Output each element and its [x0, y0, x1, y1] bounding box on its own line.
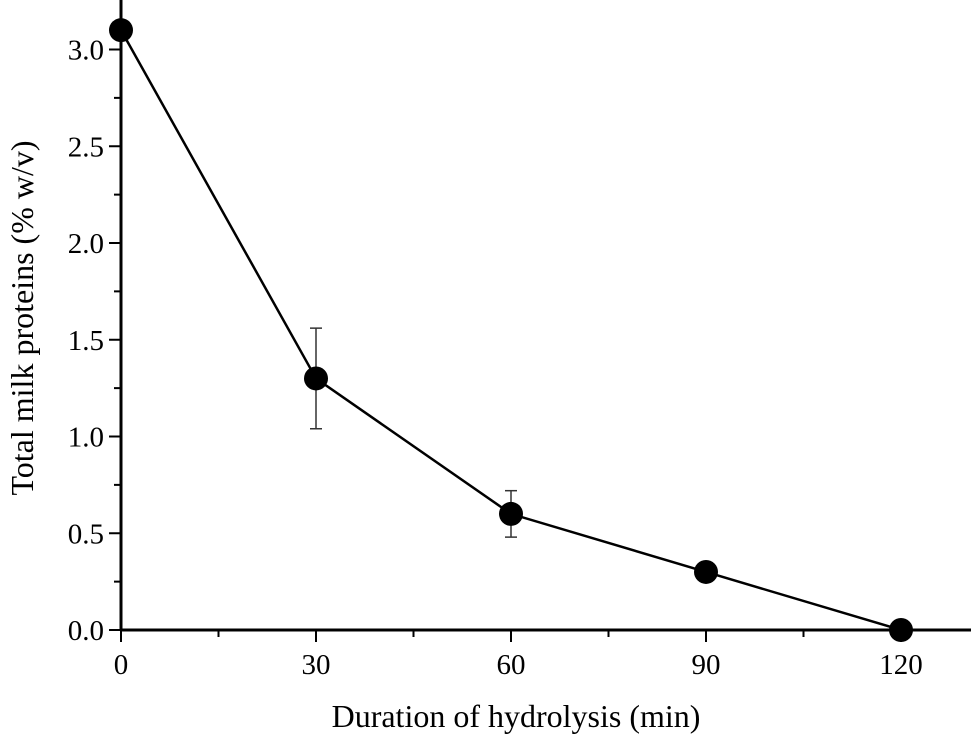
- data-point: [889, 618, 913, 642]
- series-line: [119, 29, 902, 632]
- x-tick-label: 120: [879, 649, 923, 681]
- y-tick-label: 0.0: [68, 615, 104, 647]
- y-tick-label: 2.0: [68, 228, 104, 260]
- tick-labels: 0 30 60 90 120 0.0 0.5 1.0 1.5 2.0 2.5 3.0: [68, 35, 923, 682]
- data-point: [304, 366, 328, 391]
- plot-area: [109, 18, 913, 642]
- data-point: [109, 18, 133, 43]
- x-tick-label: 60: [497, 649, 526, 681]
- data-point: [499, 501, 523, 526]
- x-tick-label: 30: [302, 649, 331, 681]
- ticks: [109, 48, 902, 642]
- data-point: [694, 559, 718, 584]
- y-axis-title: Total milk proteins (% w/v): [4, 140, 40, 495]
- y-tick-label: 1.0: [68, 422, 104, 454]
- x-axis-title: Duration of hydrolysis (min): [332, 698, 701, 734]
- y-tick-label: 1.5: [68, 325, 104, 357]
- y-tick-label: 3.0: [68, 35, 104, 67]
- x-tick-label: 90: [692, 649, 721, 681]
- y-tick-label: 0.5: [68, 518, 104, 550]
- axes: [119, 0, 971, 632]
- x-tick-label: 0: [114, 649, 129, 681]
- y-tick-label: 2.5: [68, 131, 104, 163]
